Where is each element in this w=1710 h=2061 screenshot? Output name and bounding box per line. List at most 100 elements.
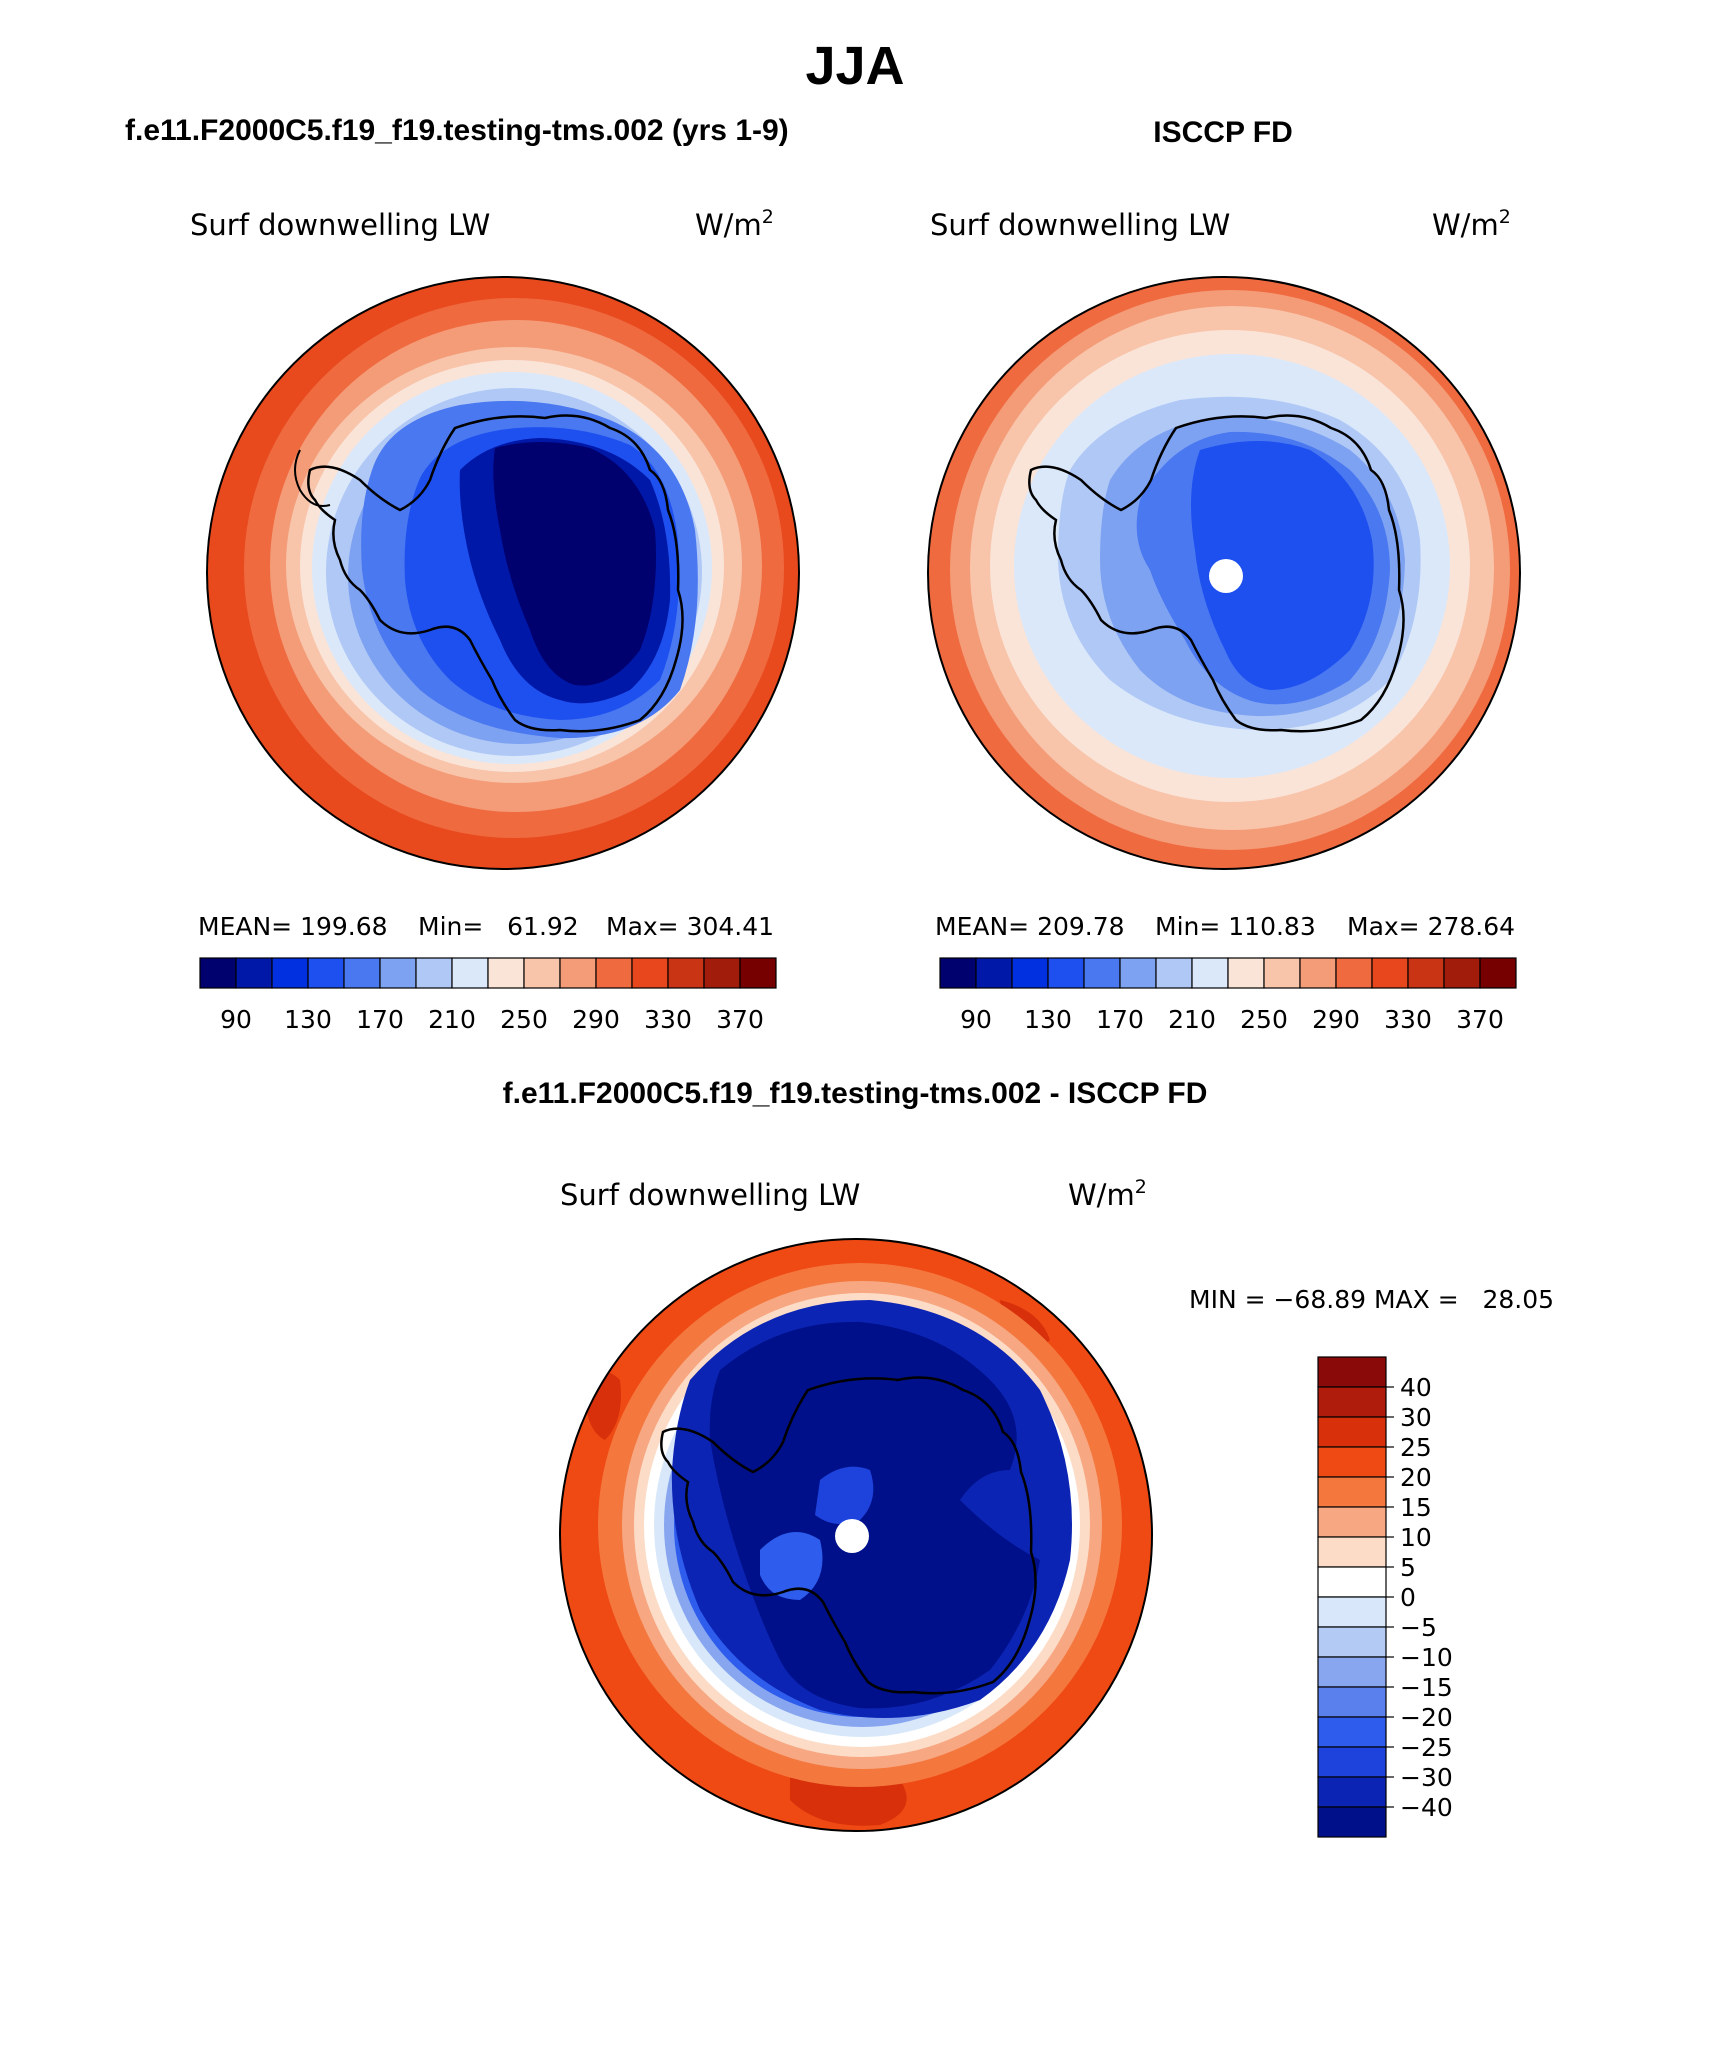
model-colorbar-swatch (631, 957, 669, 989)
model-min-stat: Min= 61.92 (418, 912, 579, 941)
diff-colorbar-tick-label: 30 (1400, 1403, 1432, 1432)
diff-map-border (559, 1238, 1153, 1832)
obs-colorbar-swatch (1119, 957, 1157, 989)
obs-colorbar-tick-label: 210 (1168, 1005, 1216, 1034)
model-colorbar-swatch (271, 957, 309, 989)
diff-coastline (660, 1376, 1037, 1695)
model-colorbar-swatch (199, 957, 237, 989)
model-colorbar-swatch (523, 957, 561, 989)
diff-colorbar-swatch (1317, 1716, 1387, 1748)
diff-colorbar-tick-label: −20 (1400, 1703, 1453, 1732)
diff-colorbar-tick-label: 40 (1400, 1373, 1432, 1402)
diff-colorbar-swatch (1317, 1566, 1387, 1598)
diff-panel: Surf downwelling LW W/m2 MIN = −68.89 MA… (559, 1176, 1554, 1838)
obs-units-label: W/m2 (1432, 206, 1511, 242)
diff-colorbar-tick-label: −15 (1400, 1673, 1453, 1702)
diff-colorbar-tick-label: −5 (1400, 1613, 1437, 1642)
obs-min-stat: Min= 110.83 (1155, 912, 1316, 941)
obs-colorbar-swatch (975, 957, 1013, 989)
obs-panel-header: ISCCP FD (1153, 116, 1292, 149)
diff-colorbar-tick-label: 0 (1400, 1583, 1416, 1612)
diff-colorbar-swatch (1317, 1626, 1387, 1658)
obs-colorbar-tick-label: 90 (960, 1005, 992, 1034)
diff-colorbar-tick-label: −40 (1400, 1793, 1453, 1822)
obs-colorbar: 90 130 170 210 250 290 330 370 (939, 957, 1517, 1034)
model-colorbar-swatch (307, 957, 345, 989)
obs-colorbar-swatch (1263, 957, 1301, 989)
obs-colorbar-tick-label: 130 (1024, 1005, 1072, 1034)
obs-polar-map (928, 277, 1520, 869)
model-variable-label: Surf downwelling LW (190, 208, 490, 242)
model-max-stat: Max= 304.41 (606, 912, 774, 941)
obs-mean-stat: MEAN= 209.78 (935, 912, 1125, 941)
obs-colorbar-swatch (1083, 957, 1121, 989)
diff-colorbar-tick-label: 15 (1400, 1493, 1432, 1522)
model-colorbar-swatch (379, 957, 417, 989)
obs-colorbar-swatch (939, 957, 977, 989)
obs-colorbar-swatch (1191, 957, 1229, 989)
diff-colorbar-tick-label: 10 (1400, 1523, 1432, 1552)
obs-colorbar-swatch (1299, 957, 1337, 989)
obs-colorbar-swatch (1227, 957, 1265, 989)
obs-colorbar-swatch (1047, 957, 1085, 989)
model-colorbar-swatch (451, 957, 489, 989)
diff-units-label: W/m2 (1068, 1176, 1147, 1212)
diff-colorbar-swatch (1317, 1776, 1387, 1808)
model-colorbar-tick-label: 250 (500, 1005, 548, 1034)
model-colorbar-swatch (739, 957, 777, 989)
diff-panel-header: f.e11.F2000C5.f19_f19.testing-tms.002 - … (503, 1077, 1208, 1110)
obs-panel: Surf downwelling LW W/m2 MEAN= 209.78 Mi… (927, 206, 1521, 1034)
model-units-label: W/m2 (695, 206, 774, 242)
model-colorbar: 90 130 170 210 250 290 330 370 (199, 957, 777, 1034)
diff-colorbar-swatch (1317, 1416, 1387, 1448)
model-colorbar-tick-label: 290 (572, 1005, 620, 1034)
diff-colorbar-swatch (1317, 1806, 1387, 1838)
diff-colorbar-swatch (1317, 1386, 1387, 1418)
obs-colorbar-tick-label: 370 (1456, 1005, 1504, 1034)
diff-colorbar-tick-label: −25 (1400, 1733, 1453, 1762)
diff-colorbar-tick-label: 20 (1400, 1463, 1432, 1492)
diff-minmax-stat: MIN = −68.89 MAX = 28.05 (1189, 1285, 1554, 1314)
obs-max-stat: Max= 278.64 (1347, 912, 1515, 941)
obs-colorbar-tick-label: 290 (1312, 1005, 1360, 1034)
diff-variable-label: Surf downwelling LW (560, 1178, 860, 1212)
model-colorbar-tick-label: 90 (220, 1005, 252, 1034)
model-colorbar-tick-label: 210 (428, 1005, 476, 1034)
obs-colorbar-swatch (1407, 957, 1445, 989)
model-coastline (307, 414, 684, 733)
diff-colorbar-swatch (1317, 1506, 1387, 1538)
model-colorbar-tick-label: 330 (644, 1005, 692, 1034)
diff-pole-hole (835, 1519, 869, 1553)
diff-colorbar-swatch (1317, 1686, 1387, 1718)
model-colorbar-swatch (667, 957, 705, 989)
obs-colorbar-swatch (1155, 957, 1193, 989)
model-mean-stat: MEAN= 199.68 (198, 912, 388, 941)
model-panel-header: f.e11.F2000C5.f19_f19.testing-tms.002 (y… (125, 114, 789, 147)
model-colorbar-tick-label: 130 (284, 1005, 332, 1034)
obs-colorbar-swatch (1371, 957, 1409, 989)
diff-polar-map (560, 1239, 1152, 1831)
season-title: JJA (805, 36, 904, 96)
diff-colorbar-swatch (1317, 1656, 1387, 1688)
model-colorbar-tick-label: 370 (716, 1005, 764, 1034)
obs-colorbar-tick-label: 170 (1096, 1005, 1144, 1034)
diff-colorbar-tick-label: −10 (1400, 1643, 1453, 1672)
diff-colorbar-swatch (1317, 1476, 1387, 1508)
obs-colorbar-swatch (1479, 957, 1517, 989)
model-colorbar-swatch (703, 957, 741, 989)
obs-variable-label: Surf downwelling LW (930, 208, 1230, 242)
obs-colorbar-swatch (1011, 957, 1049, 989)
obs-colorbar-swatch (1335, 957, 1373, 989)
model-colorbar-tick-label: 170 (356, 1005, 404, 1034)
model-colorbar-swatch (595, 957, 633, 989)
diff-colorbar-swatch (1317, 1536, 1387, 1568)
obs-colorbar-tick-label: 250 (1240, 1005, 1288, 1034)
diff-colorbar-tick-label: −30 (1400, 1763, 1453, 1792)
model-colorbar-swatch (343, 957, 381, 989)
diff-colorbar-tick-label: 25 (1400, 1433, 1432, 1462)
obs-colorbar-swatch (1443, 957, 1481, 989)
model-polar-map (207, 277, 799, 869)
obs-coastline (1028, 414, 1405, 733)
